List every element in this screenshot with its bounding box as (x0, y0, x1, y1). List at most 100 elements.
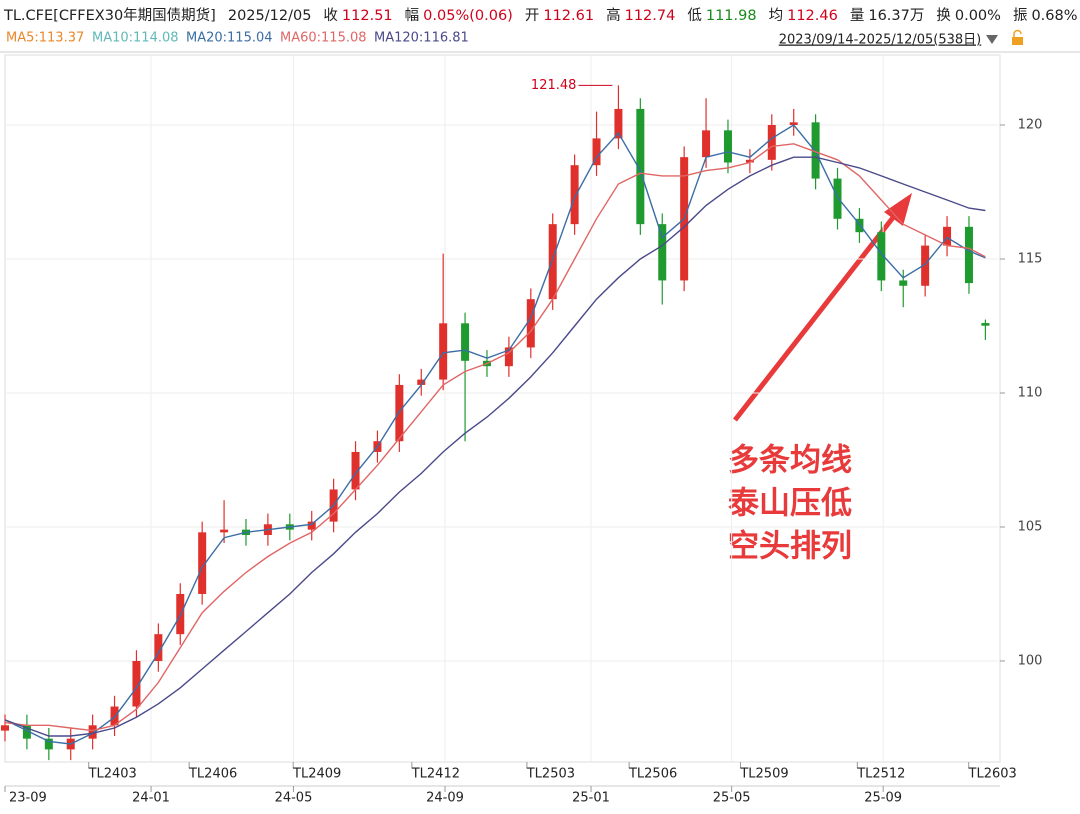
contract-label: TL2412 (411, 767, 460, 782)
quote-value: 112.46 (787, 8, 838, 24)
y-tick-label: 110 (1018, 385, 1043, 400)
candle-body (811, 122, 820, 179)
quote-label: 幅 (405, 7, 420, 24)
contract-label: TL2506 (628, 767, 677, 782)
candle-body (592, 138, 601, 166)
x-tick-label: 25-01 (572, 791, 610, 806)
quote-value: 111.98 (706, 8, 757, 24)
candle-body (767, 124, 776, 160)
quote-value: 0.68% (1031, 8, 1077, 24)
note-text: 泰山压低 (728, 486, 852, 522)
x-tick-label: 23-09 (9, 791, 47, 806)
contract-label: TL2512 (856, 767, 905, 782)
quote-value: 16.37万 (868, 8, 924, 24)
contract-label: TL2409 (292, 767, 341, 782)
candle-body (110, 706, 119, 726)
ma-line (4, 156, 986, 737)
x-tick-label: 24-05 (275, 791, 313, 806)
candle-body (22, 725, 31, 739)
candle-body (526, 299, 535, 348)
quote-date: 2025/12/05 (228, 8, 312, 24)
quote-label: 收 (323, 7, 338, 24)
candle-body (351, 451, 360, 490)
ma-legend: MA5:113.37 (6, 31, 84, 46)
candle-body (154, 634, 163, 661)
candle-body (943, 226, 952, 246)
ma-legend: MA20:115.04 (186, 31, 273, 46)
contract-label: TL2406 (188, 767, 237, 782)
candle-body (877, 232, 886, 281)
note-text: 多条均线 (728, 443, 852, 479)
candle-body (1, 725, 9, 731)
note-arrow (733, 213, 897, 422)
quote-label: 换 (936, 7, 951, 24)
candle-body (461, 323, 470, 361)
candle-body (614, 108, 623, 139)
ma-line (4, 124, 986, 745)
candle-body (307, 521, 316, 530)
candle-body (570, 165, 579, 225)
ma-legend: MA10:114.08 (92, 31, 179, 46)
candle-body (658, 224, 667, 281)
candle-body (899, 280, 908, 286)
quote-value: 112.51 (342, 8, 393, 24)
quote-label: 振 (1013, 7, 1028, 24)
quote-label: 量 (850, 8, 865, 24)
quote-value: 112.61 (543, 8, 594, 24)
header: TL.CFE[CFFEX30年期国债期货] 2025/12/05 收 112.51 幅 0… (3, 7, 1080, 46)
candle-body (504, 347, 513, 367)
candle-body (702, 130, 711, 158)
plot-frame (4, 54, 1001, 763)
candle-body (417, 379, 426, 385)
candle-body (789, 122, 798, 125)
contract-label: TL2603 (968, 767, 1017, 782)
candle-body (439, 323, 448, 380)
contract-label: TL2503 (526, 767, 575, 782)
candle-body (220, 529, 229, 533)
lock-icon[interactable] (1012, 37, 1023, 45)
candle-body (198, 532, 207, 594)
candle-body (981, 323, 990, 326)
symbol: TL.CFE[CFFEX30年期国债期货] (3, 7, 216, 24)
candle-body (921, 245, 930, 286)
quote-label: 开 (525, 8, 540, 24)
y-tick-label: 100 (1018, 653, 1043, 668)
candle-body (833, 178, 842, 219)
candle-body (395, 384, 404, 442)
contract-label: TL2509 (739, 767, 788, 782)
x-tick-label: 25-05 (713, 791, 751, 806)
contract-label: TL2403 (88, 767, 137, 782)
quote-value: 112.74 (625, 8, 676, 24)
dropdown-icon[interactable] (986, 35, 998, 44)
candle-body (44, 738, 53, 750)
ma-legend: MA120:116.81 (374, 31, 469, 46)
quote-value: 0.00% (955, 8, 1001, 24)
note-arrowhead (884, 193, 912, 226)
candle-body (132, 660, 141, 707)
candle-body (964, 226, 973, 284)
candle-body (745, 159, 754, 163)
ma-legend: MA60:115.08 (280, 31, 367, 46)
quote-line: TL.CFE[CFFEX30年期国债期货] 2025/12/05 收 112.51 幅 0… (3, 7, 1080, 24)
candle-body (723, 130, 732, 163)
candle-body (855, 218, 864, 233)
y-tick-label: 120 (1018, 117, 1043, 132)
peak-label: 121.48 (531, 78, 577, 93)
candle-body (548, 224, 557, 300)
y-tick-label: 105 (1018, 519, 1043, 534)
y-tick-label: 115 (1018, 251, 1043, 266)
quote-label: 低 (687, 7, 702, 24)
lock-shackle (1013, 29, 1022, 37)
quote-label: 高 (606, 7, 621, 24)
x-tick-label: 24-09 (426, 791, 464, 806)
date-range: 2023/09/14-2025/12/05(538日) (779, 33, 982, 48)
quote-value: 0.05%(0.06) (423, 8, 513, 24)
x-tick-label: 24-01 (132, 791, 170, 806)
candle-body (88, 725, 97, 739)
quote-label: 均 (769, 7, 784, 24)
note-text: 空头排列 (728, 529, 852, 565)
